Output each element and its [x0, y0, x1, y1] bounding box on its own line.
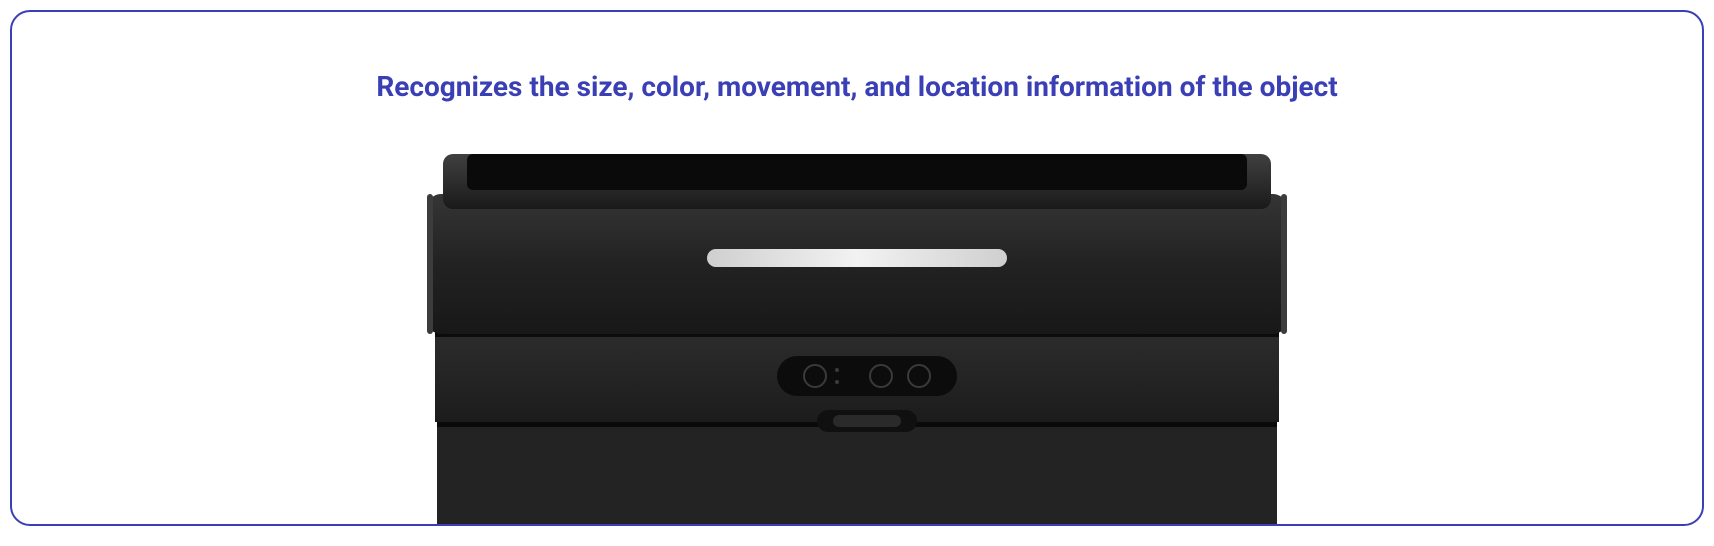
latch-inner — [833, 415, 901, 427]
feature-headline: Recognizes the size, color, movement, an… — [12, 70, 1702, 103]
feature-card: Recognizes the size, color, movement, an… — [10, 10, 1704, 526]
device-illustration — [407, 124, 1307, 524]
sensor-dot-1 — [835, 368, 839, 372]
device-lower-body — [437, 424, 1277, 524]
right-edge-highlight — [1281, 194, 1287, 334]
sensor-dot-2 — [835, 380, 839, 384]
left-edge-highlight — [427, 194, 433, 334]
led-strip — [707, 249, 1007, 267]
device-top-opening — [467, 154, 1247, 190]
device-svg — [407, 124, 1307, 524]
